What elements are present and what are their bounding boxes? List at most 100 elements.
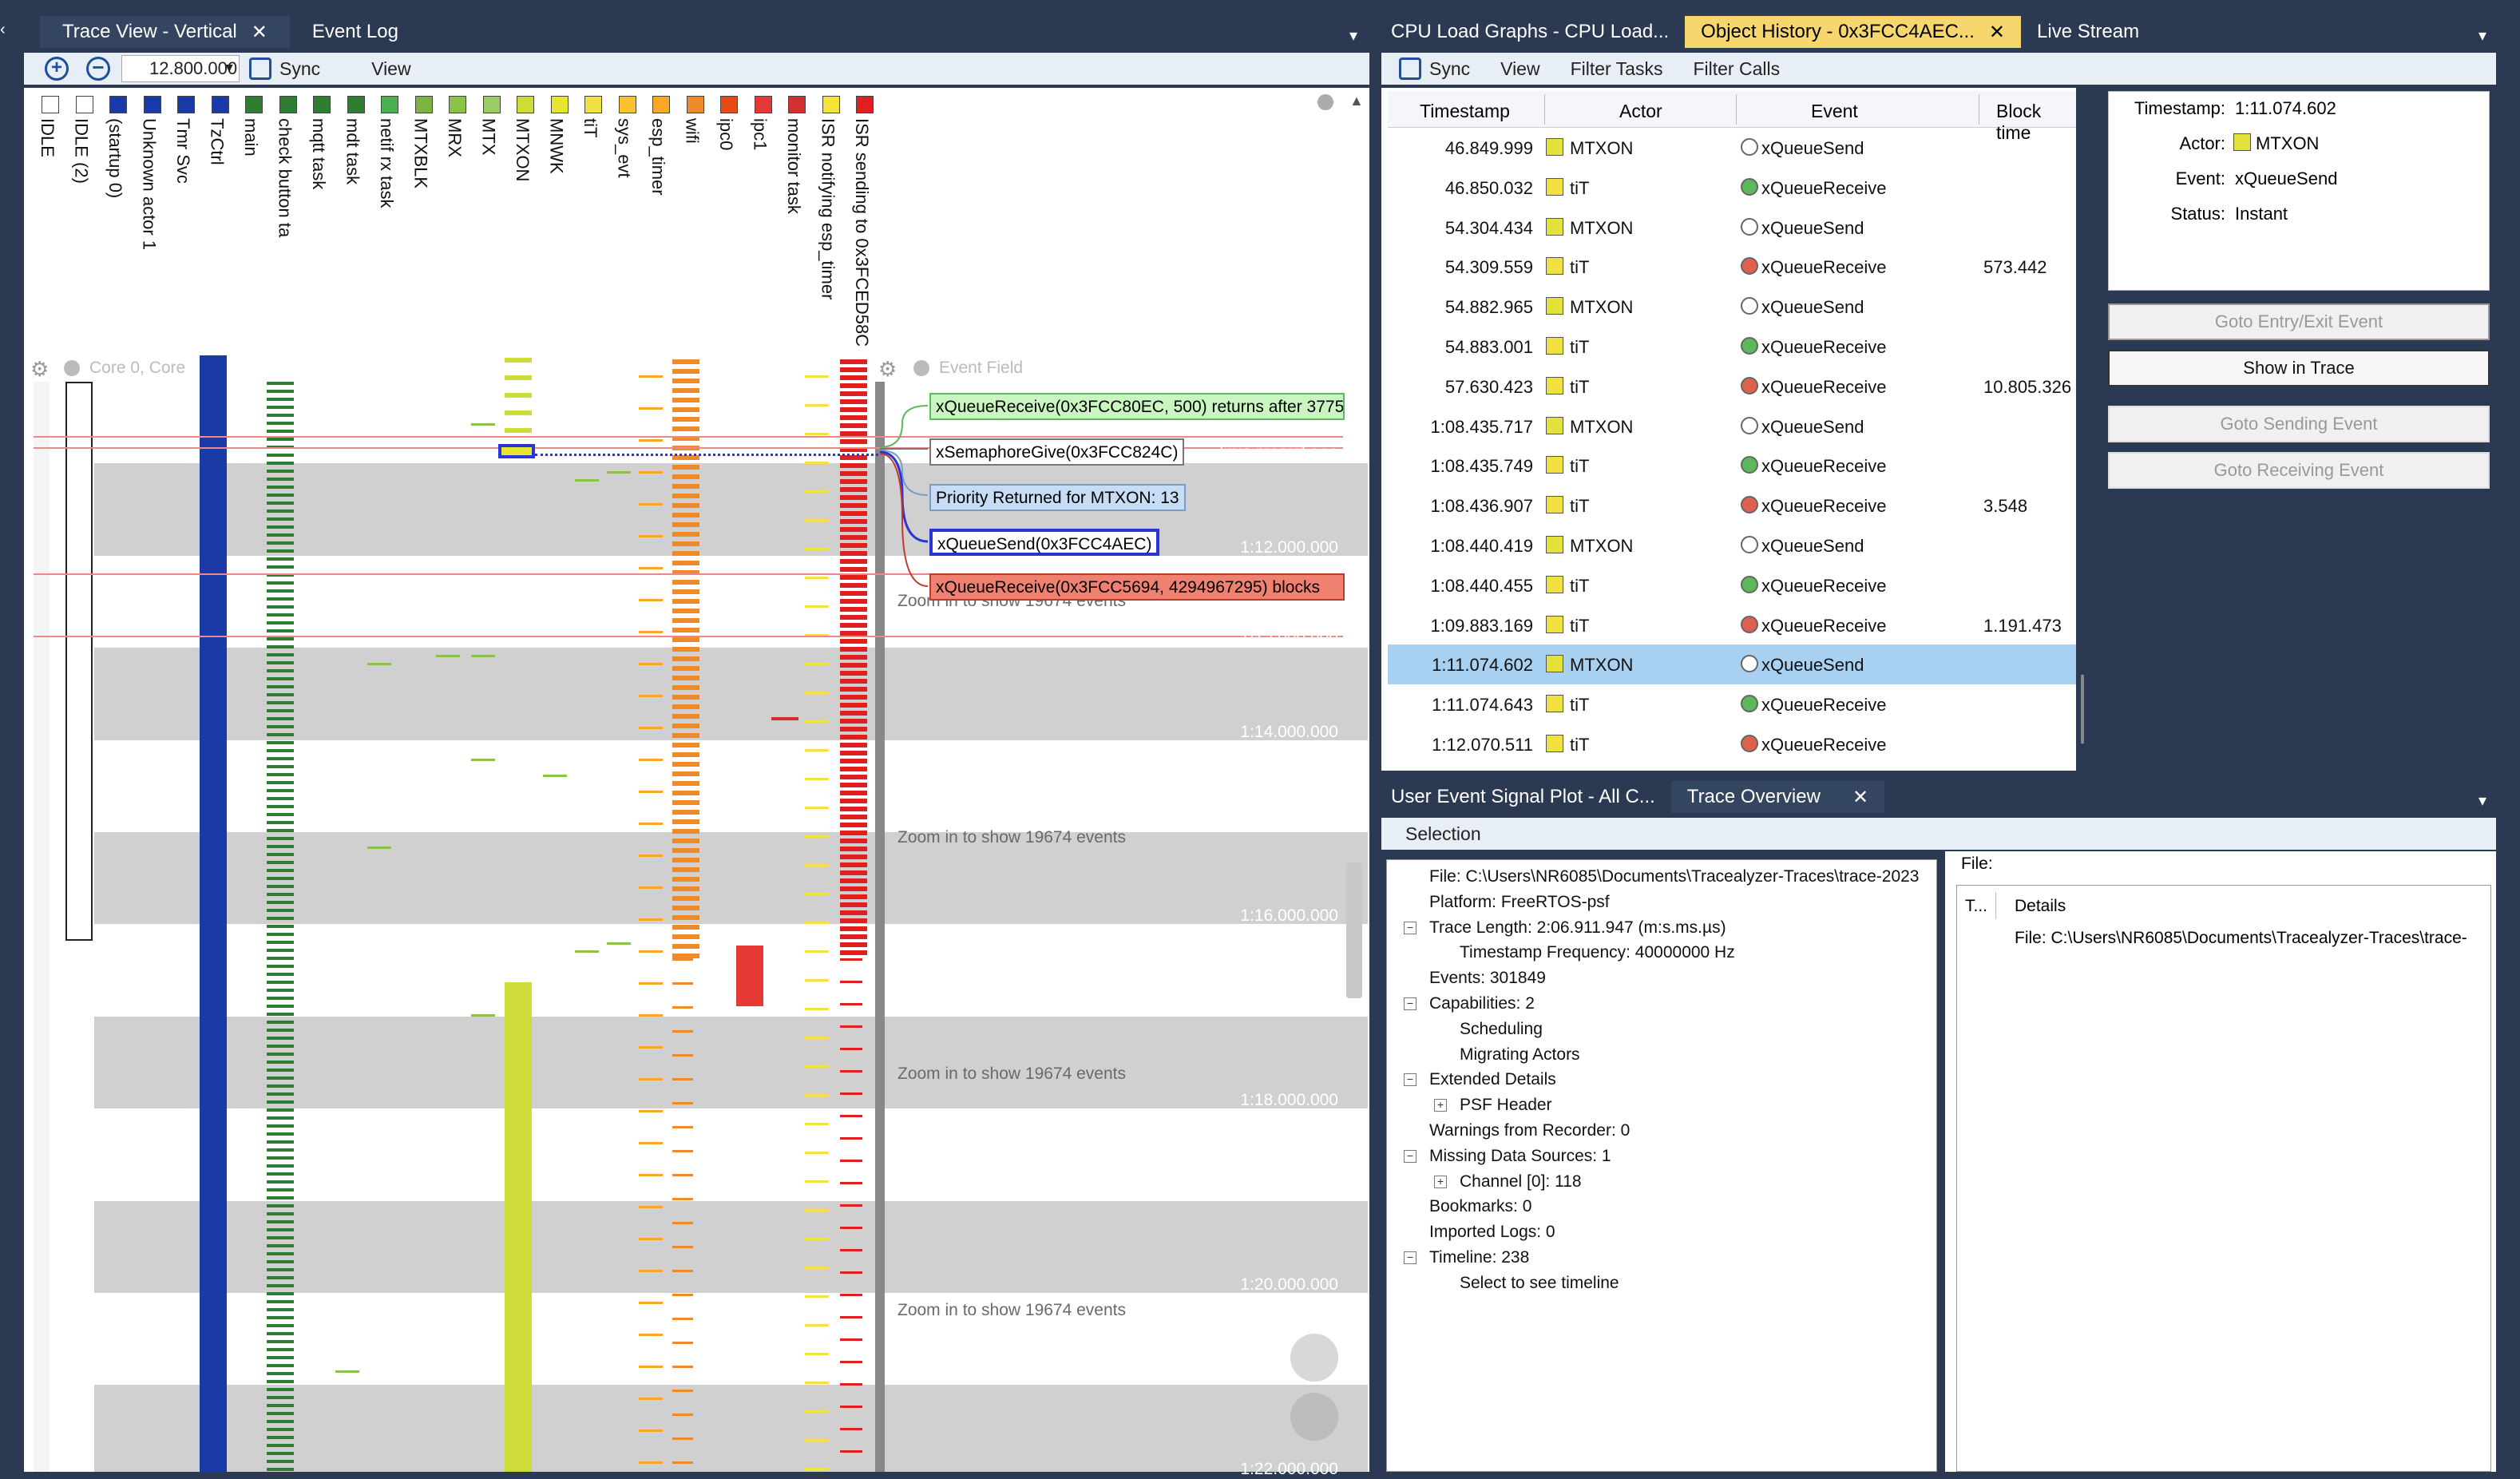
task-slice[interactable] xyxy=(267,1236,294,1239)
task-slice[interactable] xyxy=(672,398,699,402)
task-slice[interactable] xyxy=(639,1014,663,1017)
task-slice[interactable] xyxy=(267,1164,294,1168)
tab-trace-view[interactable]: Trace View - Vertical ✕ xyxy=(40,16,290,48)
task-slice[interactable] xyxy=(267,1420,294,1423)
expand-icon[interactable]: + xyxy=(1434,1175,1447,1188)
task-slice[interactable] xyxy=(672,561,699,565)
task-slice[interactable] xyxy=(672,1414,693,1416)
chevron-down-icon[interactable]: ▾ xyxy=(2478,27,2487,45)
task-slice[interactable] xyxy=(672,791,699,795)
chevron-down-icon[interactable]: ▾ xyxy=(2478,792,2487,810)
filter-calls-menu[interactable]: Filter Calls xyxy=(1693,57,1781,79)
task-slice[interactable] xyxy=(672,1342,693,1344)
task-slice[interactable] xyxy=(672,810,699,815)
isr-slice[interactable] xyxy=(805,1123,829,1125)
isr-slice[interactable] xyxy=(840,695,867,700)
task-slice[interactable] xyxy=(267,917,294,920)
isr-slice[interactable] xyxy=(840,799,867,803)
isr-slice[interactable] xyxy=(840,1294,862,1296)
actor-column-header[interactable]: monitor task xyxy=(782,96,814,351)
pan-icon[interactable] xyxy=(1290,1334,1338,1382)
task-slice[interactable] xyxy=(267,478,294,481)
task-slice[interactable] xyxy=(505,428,532,433)
task-slice[interactable] xyxy=(471,1014,495,1017)
isr-slice[interactable] xyxy=(805,1439,829,1441)
task-slice[interactable] xyxy=(672,1054,693,1057)
task-slice[interactable] xyxy=(267,1037,294,1040)
actor-column-header[interactable]: ISR notifying esp_timer xyxy=(816,96,848,351)
isr-slice[interactable] xyxy=(840,815,867,819)
task-slice[interactable] xyxy=(672,1270,693,1272)
task-slice[interactable] xyxy=(575,950,599,953)
task-slice[interactable] xyxy=(639,1238,663,1240)
task-slice[interactable] xyxy=(672,1222,693,1224)
isr-slice[interactable] xyxy=(840,950,867,955)
table-row[interactable]: 1:08.435.749 tiT xQueueReceive xyxy=(1388,446,2076,486)
isr-slice[interactable] xyxy=(840,455,867,460)
task-slice[interactable] xyxy=(267,1148,294,1152)
table-row[interactable]: 46.849.999 MTXON xQueueSend xyxy=(1388,128,2076,168)
isr-slice[interactable] xyxy=(840,775,867,779)
task-slice[interactable] xyxy=(267,725,294,728)
actor-column-header[interactable]: MTX xyxy=(477,96,509,351)
isr-slice[interactable] xyxy=(840,607,867,612)
task-slice[interactable] xyxy=(267,669,294,672)
task-slice[interactable] xyxy=(639,1110,663,1112)
isr-slice[interactable] xyxy=(805,1324,829,1326)
task-slice[interactable] xyxy=(267,821,294,824)
isr-slice[interactable] xyxy=(840,559,867,564)
isr-slice[interactable] xyxy=(840,543,867,548)
task-slice[interactable] xyxy=(672,1390,693,1392)
task-slice[interactable] xyxy=(267,1404,294,1407)
task-slice[interactable] xyxy=(672,637,699,642)
goto-sending-button[interactable]: Goto Sending Event xyxy=(2108,406,2490,442)
isr-slice[interactable] xyxy=(805,605,829,608)
task-slice[interactable] xyxy=(267,1436,294,1439)
table-scrollbar[interactable] xyxy=(2081,675,2084,743)
task-slice[interactable] xyxy=(267,997,294,1000)
isr-slice[interactable] xyxy=(840,902,867,907)
isr-slice[interactable] xyxy=(840,647,867,652)
task-slice[interactable] xyxy=(267,1045,294,1048)
task-slice[interactable] xyxy=(672,685,699,690)
collapse-icon[interactable]: − xyxy=(1404,997,1417,1010)
task-slice[interactable] xyxy=(267,1284,294,1287)
idle-bar[interactable] xyxy=(65,382,93,949)
task-slice[interactable] xyxy=(267,877,294,880)
isr-slice[interactable] xyxy=(840,687,867,692)
task-slice[interactable] xyxy=(672,839,699,843)
task-slice[interactable] xyxy=(639,375,663,378)
isr-slice[interactable] xyxy=(840,439,867,444)
task-slice[interactable] xyxy=(267,390,294,393)
tab-trace-overview[interactable]: Trace Overview ✕ xyxy=(1670,781,1885,813)
task-slice[interactable] xyxy=(267,1069,294,1072)
task-slice[interactable] xyxy=(672,494,699,498)
isr-slice[interactable] xyxy=(840,743,867,747)
task-slice[interactable] xyxy=(267,1308,294,1311)
task-slice[interactable] xyxy=(267,1460,294,1463)
actor-column-header[interactable]: ISR sending to 0x3FCED58C xyxy=(850,96,882,351)
task-slice[interactable] xyxy=(672,474,699,479)
actor-column-header[interactable]: TzCtrl xyxy=(205,96,237,351)
view-menu[interactable]: View xyxy=(1500,57,1540,79)
task-slice[interactable] xyxy=(267,1300,294,1303)
isr-slice[interactable] xyxy=(840,910,867,915)
isr-slice[interactable] xyxy=(805,922,829,924)
isr-slice[interactable] xyxy=(840,519,867,524)
task-slice[interactable] xyxy=(672,551,699,556)
tab-user-event-plot[interactable]: User Event Signal Plot - All C... xyxy=(1375,781,1671,813)
tzctrl-bar[interactable] xyxy=(200,355,227,1472)
isr-slice[interactable] xyxy=(805,807,829,809)
isr-slice[interactable] xyxy=(840,703,867,708)
task-slice[interactable] xyxy=(335,1370,359,1373)
isr-slice[interactable] xyxy=(805,835,829,838)
isr-slice[interactable] xyxy=(840,1450,862,1453)
task-slice[interactable] xyxy=(267,430,294,433)
isr-slice[interactable] xyxy=(840,511,867,516)
task-slice[interactable] xyxy=(672,733,699,738)
task-slice[interactable] xyxy=(639,982,663,985)
task-slice[interactable] xyxy=(267,1412,294,1415)
isr-slice[interactable] xyxy=(840,487,867,492)
task-slice[interactable] xyxy=(267,949,294,952)
task-slice[interactable] xyxy=(672,781,699,786)
